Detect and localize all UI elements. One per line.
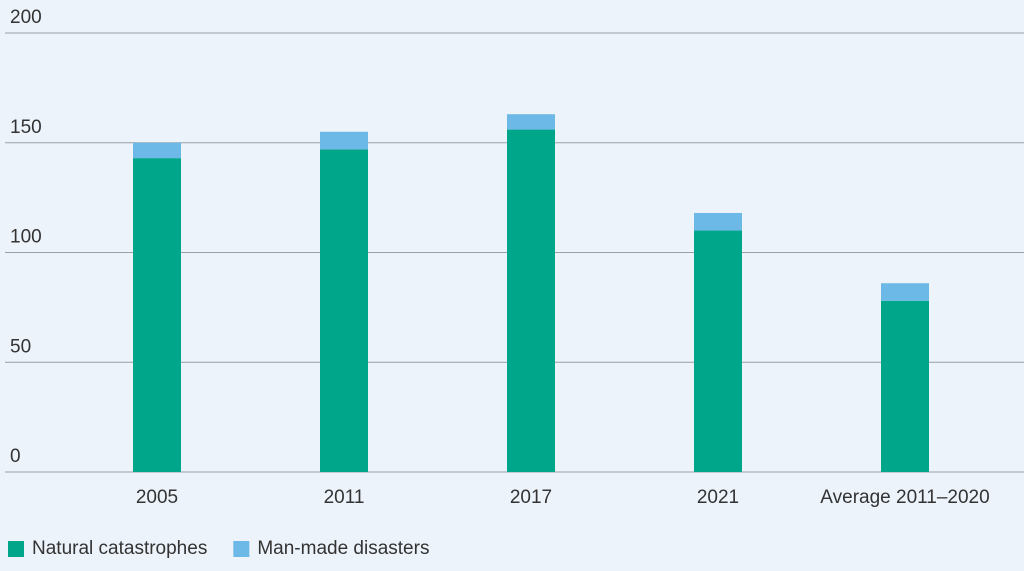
y-tick-label: 200 [10, 7, 42, 28]
legend-label: Man-made disasters [257, 538, 429, 559]
y-tick-label: 50 [10, 336, 31, 357]
bar-segment [133, 142, 181, 159]
bar-segment [507, 114, 555, 130]
y-tick-label: 0 [10, 446, 21, 467]
legend-swatch [233, 541, 250, 557]
bar-segment [694, 212, 742, 231]
x-tick-label: Average 2011–2020 [820, 487, 989, 508]
bar-segment [881, 283, 929, 301]
bar-segment [320, 131, 368, 150]
bar-segment [881, 300, 929, 472]
bar-segment [320, 149, 368, 472]
bar-segment [694, 230, 742, 472]
y-tick-label: 150 [10, 117, 42, 138]
bar-segment [133, 158, 181, 473]
y-tick-label: 100 [10, 227, 42, 248]
x-tick-label: 2011 [324, 487, 365, 508]
x-tick-label: 2021 [697, 487, 739, 508]
legend-label: Natural catastrophes [32, 538, 207, 559]
x-tick-label: 2017 [510, 487, 552, 508]
bar-segment [507, 129, 555, 472]
legend-swatch [8, 541, 24, 557]
x-tick-label: 2005 [136, 487, 178, 508]
